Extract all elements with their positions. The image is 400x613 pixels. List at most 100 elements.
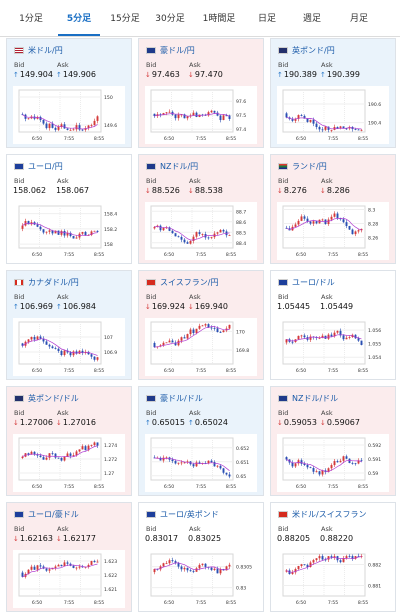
mini-chart[interactable]: 97.6 97.5 97.4 6:50 7:55 8:55 <box>145 86 257 144</box>
candle-body <box>348 337 351 338</box>
x-tick-label: 8:55 <box>94 600 104 606</box>
rate-card[interactable]: 豪ドル/円 Bid Ask ↓97.463 ↓97.470 97.6 97.5 97.4 6:5… <box>138 38 264 148</box>
y-tick-label: 0.881 <box>368 584 381 590</box>
tab-3[interactable]: 30分足 <box>155 14 185 24</box>
pair-name[interactable]: ユーロ/円 <box>28 161 63 171</box>
ask-label: Ask <box>321 61 333 69</box>
tab-2[interactable]: 15分足 <box>110 14 140 24</box>
x-tick-label: 6:50 <box>32 252 42 258</box>
pair-name[interactable]: ユーロ/豪ドル <box>28 509 79 519</box>
bid-label: Bid <box>146 61 157 69</box>
pair-name[interactable]: 豪ドル/円 <box>160 45 195 55</box>
bid-label: Bid <box>278 525 289 533</box>
x-tick-label: 8:55 <box>94 484 104 490</box>
bid-value-text: 1.62163 <box>19 534 53 543</box>
pair-name[interactable]: カナダドル/円 <box>28 277 79 287</box>
candle-body <box>42 457 45 460</box>
rate-card[interactable]: ユーロ/円 Bid Ask 158.062 158.067 158.4 158.2 158 6:… <box>6 154 132 264</box>
mini-chart[interactable]: 0.652 0.651 0.65 6:50 7:55 8:55 <box>145 434 257 492</box>
rate-card[interactable]: ユーロ/ドル Bid Ask 1.05445 1.05449 1.056 1.055 1.05… <box>270 270 396 380</box>
pair-name[interactable]: 英ポンド/円 <box>292 45 335 55</box>
pair-name[interactable]: 英ポンド/ドル <box>28 393 79 403</box>
rate-card[interactable]: 英ポンド/ドル Bid Ask ↓1.27006 ↓1.27016 1.274 1.272 1… <box>6 386 132 496</box>
rate-card[interactable]: ランド/円 Bid Ask ↓8.276 ↓8.286 8.3 8.28 8.26 6:50 7:… <box>270 154 396 264</box>
arrow-up-icon: ↑ <box>13 303 19 311</box>
mini-chart[interactable]: 0.592 0.591 0.59 6:50 7:55 8:55 <box>277 434 389 492</box>
mini-chart[interactable]: 1.623 1.622 1.621 6:50 7:55 8:55 <box>13 550 125 608</box>
ask-label: Ask <box>57 293 69 301</box>
y-tick-label: 149.6 <box>104 123 117 129</box>
mini-chart[interactable]: 8.3 8.28 8.26 6:50 7:55 8:55 <box>277 202 389 260</box>
candle-body <box>210 110 213 113</box>
mini-chart[interactable]: 190.6 190.4 6:50 7:55 8:55 <box>277 86 389 144</box>
y-tick-label: 1.055 <box>368 342 381 348</box>
moving-average-line <box>22 222 98 237</box>
candle-body <box>39 226 42 230</box>
tab-6[interactable]: 週足 <box>302 14 321 24</box>
candle-body <box>195 462 198 467</box>
tab-5[interactable]: 日足 <box>257 14 276 24</box>
mini-chart[interactable]: 1.056 1.055 1.054 6:50 7:55 8:55 <box>277 318 389 376</box>
pair-name[interactable]: 米ドル/スイスフラン <box>292 509 367 519</box>
candle-body <box>213 462 216 467</box>
ask-value-text: 0.65024 <box>194 418 228 427</box>
pair-name[interactable]: NZドル/ドル <box>292 393 339 403</box>
y-tick-label: 106.9 <box>104 350 117 356</box>
mini-chart[interactable]: 158.4 158.2 158 6:50 7:55 8:55 <box>13 202 125 260</box>
x-tick-label: 7:55 <box>196 600 206 606</box>
rate-card[interactable]: 米ドル/円 Bid Ask ↑149.904 ↑149.906 150 149.6 6:50 7… <box>6 38 132 148</box>
rate-card[interactable]: NZドル/ドル Bid Ask ↓0.59053 ↓0.59067 0.592 0.591 0… <box>270 386 396 496</box>
candle-body <box>198 564 201 569</box>
candle-body <box>351 556 354 559</box>
mini-chart[interactable]: 170 169.8 6:50 7:55 8:55 <box>145 318 257 376</box>
candle-body <box>93 356 96 360</box>
mini-chart[interactable]: 0.8305 0.83 6:50 7:55 8:55 <box>145 550 257 608</box>
x-tick-label: 7:55 <box>328 600 338 606</box>
candle-body <box>222 229 225 232</box>
mini-chart[interactable]: 107 106.9 6:50 7:55 8:55 <box>13 318 125 376</box>
pair-name[interactable]: ユーロ/ドル <box>292 277 335 287</box>
pair-name[interactable]: 豪ドル/ドル <box>160 393 203 403</box>
mini-chart[interactable]: 1.274 1.272 1.27 6:50 7:55 8:55 <box>13 434 125 492</box>
candle-body <box>75 351 78 354</box>
mini-chart[interactable]: 0.882 0.881 6:50 7:55 8:55 <box>277 550 389 608</box>
moving-average-line <box>22 338 98 356</box>
y-tick-label: 1.274 <box>104 443 117 449</box>
arrow-up-icon: ↑ <box>188 419 194 427</box>
candle-body <box>27 118 30 120</box>
candle-body <box>33 566 36 570</box>
pair-name[interactable]: ランド/円 <box>292 161 327 171</box>
rate-card[interactable]: スイスフラン/円 Bid Ask ↓169.924 ↓169.940 170 169.8 6:… <box>138 270 264 380</box>
rate-card[interactable]: ユーロ/豪ドル Bid Ask ↓1.62163 ↓1.62177 1.623 1.622 1… <box>6 502 132 612</box>
ca-flag-icon <box>14 278 24 286</box>
rate-card[interactable]: 米ドル/スイスフラン Bid Ask 0.88205 0.88220 0.882 0.881… <box>270 502 396 612</box>
x-tick-label: 8:55 <box>226 600 236 606</box>
candle-body <box>171 560 174 562</box>
pair-name[interactable]: 米ドル/円 <box>28 45 63 55</box>
rate-card[interactable]: 英ポンド/円 Bid Ask ↑190.389 ↑190.399 190.6 190.4 6:… <box>270 38 396 148</box>
candle-body <box>30 566 33 570</box>
rate-card[interactable]: カナダドル/円 Bid Ask ↑106.969 ↑106.984 107 106.9 6:5… <box>6 270 132 380</box>
pair-name[interactable]: NZドル/円 <box>160 161 199 171</box>
mini-chart[interactable]: 150 149.6 6:50 7:55 8:55 <box>13 86 125 144</box>
rate-card[interactable]: ユーロ/英ポンド Bid Ask 0.83017 0.83025 0.8305 0.83 6:… <box>138 502 264 612</box>
rate-card[interactable]: 豪ドル/ドル Bid Ask ↑0.65015 ↑0.65024 0.652 0.651 0.… <box>138 386 264 496</box>
tab-7[interactable]: 月足 <box>349 14 368 24</box>
candle-body <box>291 341 294 343</box>
tab-0[interactable]: 1分足 <box>19 14 43 24</box>
candle-body <box>48 123 51 129</box>
candle-body <box>78 449 81 452</box>
mini-chart[interactable]: 88.7 88.6 88.5 88.4 6:50 7:55 8:55 <box>145 202 257 260</box>
tab-1[interactable]: 5分足 <box>58 0 100 36</box>
pair-name[interactable]: ユーロ/英ポンド <box>160 509 219 519</box>
candle-body <box>348 458 351 463</box>
candle-body <box>297 335 300 340</box>
moving-average-line <box>22 563 98 578</box>
candle-body <box>216 568 219 574</box>
tab-4[interactable]: 1時間足 <box>202 14 236 24</box>
candle-body <box>207 324 210 328</box>
moving-average-line <box>154 113 230 117</box>
bid-value-text: 158.062 <box>13 186 47 195</box>
pair-name[interactable]: スイスフラン/円 <box>160 277 219 287</box>
rate-card[interactable]: NZドル/円 Bid Ask ↓88.526 ↓88.538 88.7 88.6 88.5 88… <box>138 154 264 264</box>
